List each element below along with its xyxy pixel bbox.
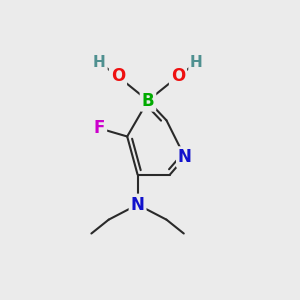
Text: O: O [111,68,125,85]
Text: B: B [142,92,154,110]
Text: H: H [190,55,203,70]
Text: H: H [93,55,106,70]
Text: N: N [130,196,145,214]
Text: F: F [94,119,105,137]
Text: N: N [178,148,192,166]
Text: O: O [171,68,185,85]
